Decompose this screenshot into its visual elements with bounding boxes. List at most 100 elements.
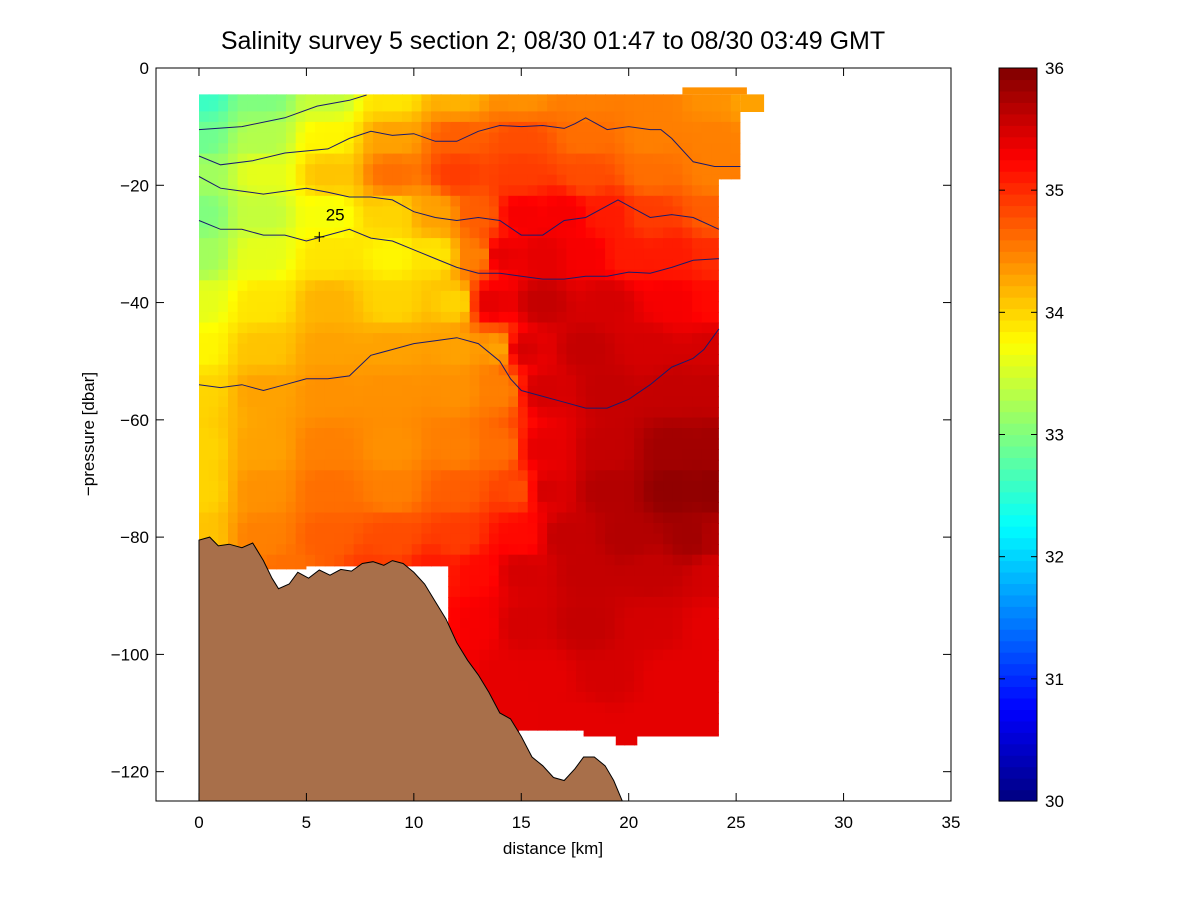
salinity-cell — [518, 301, 529, 313]
salinity-cell — [537, 290, 548, 303]
salinity-cell — [576, 301, 587, 313]
salinity-cell — [469, 375, 481, 387]
salinity-cell — [237, 290, 249, 303]
salinity-cell — [692, 470, 703, 482]
salinity-cell — [344, 438, 355, 450]
salinity-cell — [547, 375, 558, 387]
salinity-cell — [576, 333, 587, 345]
salinity-cell — [624, 216, 635, 229]
salinity-cell — [237, 533, 249, 545]
salinity-cell — [295, 238, 307, 250]
salinity-cell — [266, 480, 278, 493]
salinity-cell — [266, 544, 278, 556]
salinity-cell — [392, 100, 403, 113]
salinity-cell — [199, 343, 210, 355]
salinity-cell — [566, 185, 577, 197]
salinity-cell — [479, 259, 490, 271]
salinity-cell — [634, 691, 645, 704]
colorbar-band — [999, 171, 1037, 184]
salinity-cell — [653, 459, 664, 472]
salinity-cell — [498, 575, 510, 588]
salinity-cell — [711, 121, 722, 134]
salinity-cell — [711, 185, 722, 197]
salinity-cell — [498, 586, 510, 598]
salinity-cell — [450, 533, 461, 545]
salinity-cell — [460, 153, 471, 165]
salinity-cell — [653, 322, 664, 334]
salinity-cell — [614, 375, 626, 387]
salinity-cell — [672, 459, 684, 472]
salinity-cell — [421, 491, 432, 503]
colorbar-band — [999, 606, 1037, 619]
salinity-cell — [363, 216, 374, 229]
salinity-cell — [576, 195, 587, 208]
salinity-cell — [537, 111, 548, 123]
salinity-cell — [672, 428, 684, 440]
salinity-cell — [672, 195, 684, 208]
salinity-cell — [460, 364, 471, 377]
salinity-cell — [498, 238, 510, 250]
salinity-cell — [537, 438, 548, 450]
salinity-cell — [595, 670, 606, 683]
salinity-cell — [353, 417, 365, 429]
salinity-cell — [663, 586, 674, 598]
salinity-cell — [527, 216, 539, 229]
salinity-cell — [576, 248, 587, 260]
y-tick-label: −20 — [120, 176, 149, 195]
salinity-cell — [701, 111, 713, 123]
salinity-cell — [450, 174, 461, 187]
salinity-cell — [421, 354, 432, 366]
salinity-cell — [295, 343, 307, 355]
salinity-cell — [199, 501, 210, 514]
salinity-cell — [711, 501, 722, 514]
salinity-cell — [643, 639, 655, 651]
salinity-cell — [257, 333, 268, 345]
salinity-cell — [663, 449, 674, 461]
salinity-cell — [276, 554, 287, 567]
salinity-cell — [402, 428, 413, 440]
salinity-cell — [247, 238, 258, 250]
salinity-cell — [450, 121, 461, 134]
salinity-cell — [672, 575, 684, 588]
salinity-cell — [460, 501, 471, 514]
salinity-cell — [228, 94, 239, 102]
salinity-cell — [266, 438, 278, 450]
salinity-cell — [295, 491, 307, 503]
salinity-cell — [479, 470, 490, 482]
salinity-cell — [218, 406, 229, 419]
salinity-cell — [547, 417, 558, 429]
salinity-cell — [344, 533, 355, 545]
salinity-cell — [431, 491, 442, 503]
salinity-cell — [527, 628, 539, 640]
salinity-cell — [450, 269, 461, 282]
salinity-cell — [392, 311, 403, 324]
colorbar-band — [999, 251, 1037, 264]
salinity-cell — [605, 343, 616, 355]
salinity-cell — [614, 406, 626, 419]
salinity-cell — [643, 406, 655, 419]
salinity-cell — [682, 628, 693, 640]
salinity-cell — [373, 554, 384, 567]
salinity-cell — [305, 343, 316, 355]
salinity-cell — [247, 459, 258, 472]
salinity-cell — [556, 322, 568, 334]
salinity-cell — [208, 512, 220, 524]
salinity-cell — [411, 100, 423, 113]
salinity-cell — [682, 670, 693, 683]
salinity-cell — [556, 311, 568, 324]
salinity-cell — [276, 238, 287, 250]
salinity-cell — [556, 470, 568, 482]
salinity-cell — [547, 132, 558, 144]
salinity-cell — [247, 227, 258, 239]
salinity-cell — [643, 364, 655, 377]
salinity-cell — [344, 94, 355, 102]
salinity-cell — [363, 238, 374, 250]
salinity-cell — [692, 311, 703, 324]
salinity-cell — [392, 216, 403, 229]
salinity-cell — [411, 301, 423, 313]
salinity-cell — [489, 417, 500, 429]
salinity-cell — [450, 628, 461, 640]
salinity-cell — [373, 94, 384, 102]
salinity-cell — [624, 501, 635, 514]
salinity-cell — [373, 343, 384, 355]
